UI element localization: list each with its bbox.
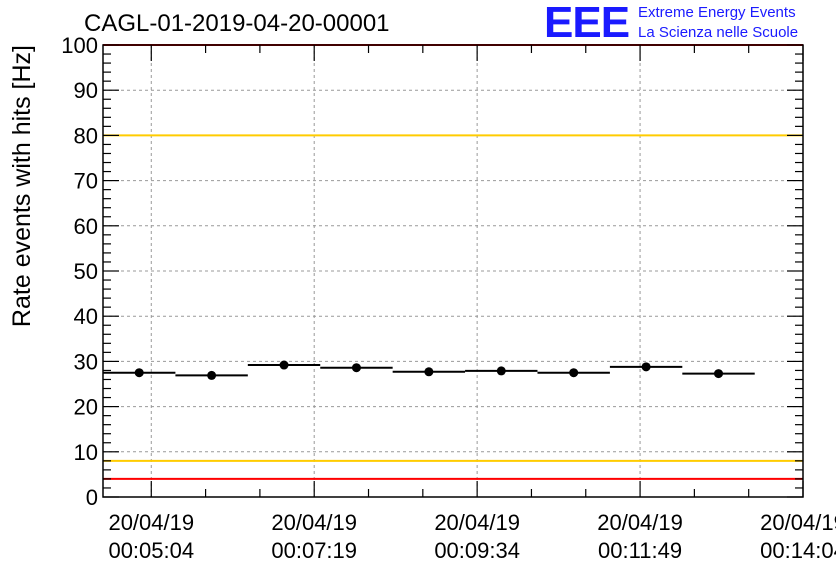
data-point: [569, 368, 579, 378]
logo-line-1: Extreme Energy Events: [638, 4, 796, 21]
logo-letters: EEE: [544, 0, 630, 47]
y-tick-label: 80: [74, 123, 98, 148]
x-tick-label-date: 20/04/19: [434, 510, 520, 535]
logo-line-2: La Scienza nelle Scuole: [638, 24, 799, 41]
plot-frame: [102, 44, 804, 498]
data-point: [207, 370, 217, 380]
eee-logo: EEE Extreme Energy Events La Scienza nel…: [544, 0, 834, 47]
data-point: [496, 366, 506, 376]
y-tick-label: 90: [74, 78, 98, 103]
y-axis-title: Rate events with hits [Hz]: [8, 45, 36, 327]
y-tick-label: 10: [74, 440, 98, 465]
data-series: [103, 360, 755, 380]
y-tick-label: 50: [74, 259, 98, 284]
y-tick-label: 30: [74, 349, 98, 374]
chart-title: CAGL-01-2019-04-20-00001: [84, 10, 390, 37]
grid-lines: [103, 45, 803, 497]
data-point: [134, 368, 144, 378]
threshold-lines: [103, 44, 803, 480]
x-tick-label-date: 20/04/19: [108, 510, 194, 535]
data-point: [424, 367, 434, 377]
x-tick-label-date: 20/04/19: [597, 510, 683, 535]
x-tick-labels: 20/04/19 00:05:04 20/04/19 00:07:19 20/04/19…: [108, 510, 836, 563]
x-tick-label-time: 00:09:34: [434, 538, 520, 563]
x-tick-label-date: 20/04/19: [760, 510, 836, 535]
y-tick-label: 40: [74, 304, 98, 329]
data-point: [279, 360, 289, 370]
data-point: [641, 362, 651, 372]
y-tick-label: 100: [61, 33, 98, 58]
x-tick-label-time: 00:11:49: [598, 538, 682, 563]
y-tick-label: 70: [74, 169, 98, 194]
y-tick-label: 0: [86, 485, 98, 510]
y-tick-labels: 0 10 20 30 40 50 60 70 80 90 100: [61, 33, 98, 510]
x-tick-label-time: 00:07:19: [271, 538, 357, 563]
y-tick-label: 60: [74, 214, 98, 239]
data-point: [714, 369, 724, 379]
y-tick-label: 20: [74, 395, 98, 420]
x-tick-label-time: 00:14:04: [760, 538, 836, 563]
x-tick-label-time: 00:05:04: [108, 538, 194, 563]
x-tick-label-date: 20/04/19: [271, 510, 357, 535]
data-point: [351, 363, 361, 373]
